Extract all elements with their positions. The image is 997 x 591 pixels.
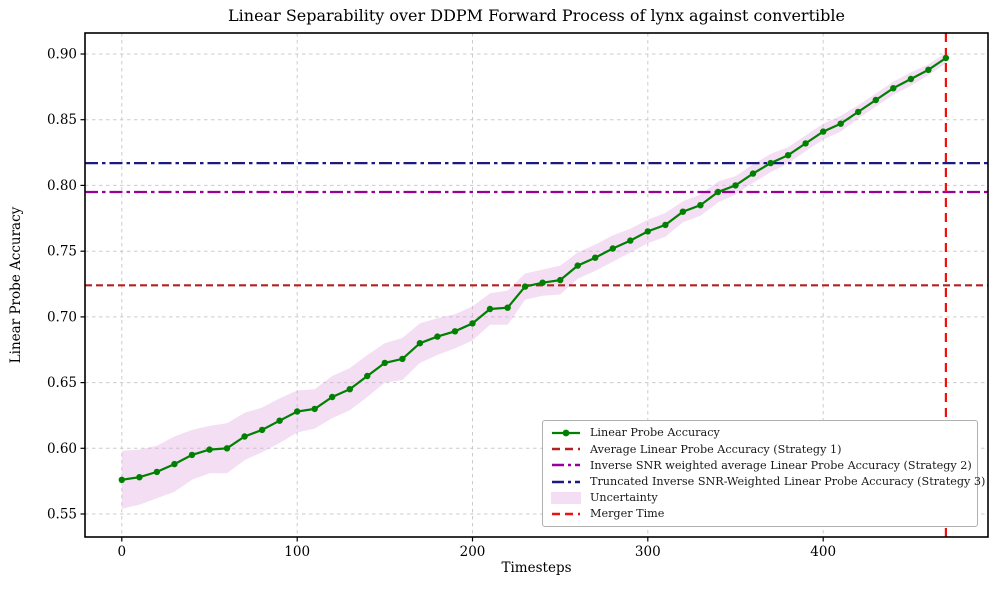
x-tick-label: 400: [810, 544, 836, 560]
legend-label: Merger Time: [590, 507, 665, 521]
y-tick-label: 0.75: [47, 244, 77, 260]
legend-item-strategy2: Inverse SNR weighted average Linear Prob…: [551, 458, 972, 472]
x-tick-label: 100: [284, 544, 310, 560]
legend-label: Inverse SNR weighted average Linear Prob…: [590, 458, 972, 472]
legend-item-strategy3: Truncated Inverse SNR-Weighted Linear Pr…: [551, 475, 985, 489]
accuracy-line-swatch-icon: [552, 429, 580, 437]
y-tick-label: 0.90: [47, 47, 77, 63]
x-tick-label: 0: [118, 544, 127, 560]
chart-title: Linear Separability over DDPM Forward Pr…: [228, 6, 845, 25]
accuracy-markers: [118, 54, 950, 483]
axis-ticks: 0 100 200 300 400 0.55 0.60 0.65 0.70 0.75 0.80 0.8…: [47, 47, 836, 561]
axes-border: [84, 32, 989, 538]
merger-time-dashed-swatch-icon: [552, 512, 580, 516]
y-tick-label: 0.85: [47, 112, 77, 128]
y-tick-label: 0.70: [47, 309, 77, 325]
x-axis-label: Timesteps: [501, 560, 572, 576]
legend-item-merger-time: Merger Time: [551, 507, 969, 521]
x-tick-label: 300: [635, 544, 661, 560]
y-tick-label: 0.60: [47, 441, 77, 457]
y-tick-label: 0.55: [47, 507, 77, 523]
legend-label: Truncated Inverse SNR-Weighted Linear Pr…: [590, 474, 986, 488]
x-tick-label: 200: [460, 544, 486, 560]
legend-item-strategy1: Average Linear Probe Accuracy (Strategy …: [551, 442, 969, 456]
y-axis-label: Linear Probe Accuracy: [8, 206, 24, 364]
legend-label: Linear Probe Accuracy: [590, 426, 720, 440]
legend: Linear Probe Accuracy Average Linear Pro…: [542, 420, 985, 527]
strategy1-dashed-swatch-icon: [552, 447, 580, 451]
legend-item-uncertainty: Uncertainty: [551, 491, 969, 505]
strategy3-dashdot-swatch-icon: [552, 480, 580, 483]
uncertainty-band: [121, 52, 946, 509]
legend-label: Uncertainty: [590, 491, 658, 505]
legend-label: Average Linear Probe Accuracy (Strategy …: [590, 442, 842, 456]
strategy2-dashdot-swatch-icon: [552, 464, 580, 467]
y-tick-label: 0.65: [47, 375, 77, 391]
uncertainty-patch-swatch-icon: [551, 491, 581, 504]
y-tick-label: 0.80: [47, 178, 77, 194]
legend-item-accuracy: Linear Probe Accuracy: [551, 426, 969, 440]
